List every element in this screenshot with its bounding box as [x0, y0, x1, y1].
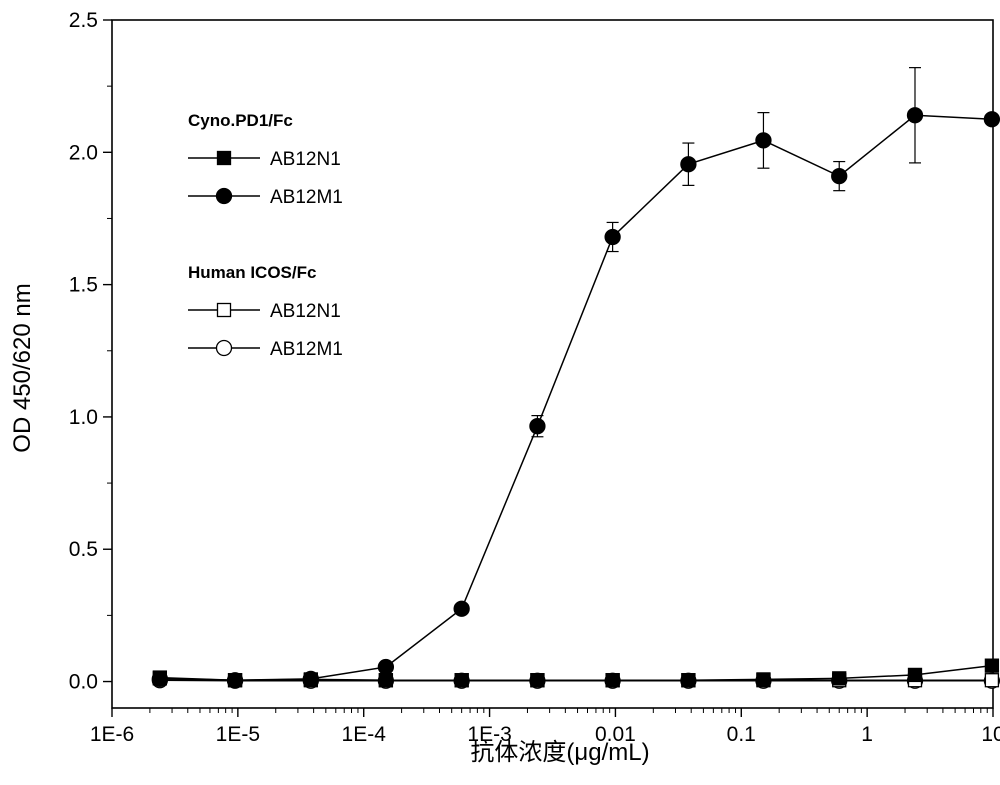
- legend-group-title: Cyno.PD1/Fc: [188, 111, 293, 130]
- data-point: [454, 601, 469, 616]
- data-point: [984, 112, 999, 127]
- legend-marker: [218, 304, 231, 317]
- legend-marker: [217, 189, 232, 204]
- data-point: [833, 672, 846, 685]
- y-tick-label: 0.5: [69, 538, 98, 561]
- legend-label: AB12M1: [270, 187, 343, 208]
- y-axis: 0.0 0.5 1.0 1.5 2.0 2.5: [69, 9, 112, 694]
- x-axis-title: 抗体浓度(μg/mL): [470, 739, 649, 766]
- data-point: [605, 229, 620, 244]
- legend-label: AB12N1: [270, 149, 341, 170]
- legend-label: AB12N1: [270, 301, 341, 322]
- legend-group-title: Human ICOS/Fc: [188, 263, 316, 282]
- data-point: [757, 673, 770, 686]
- series-0: [153, 659, 998, 687]
- data-point: [531, 674, 544, 687]
- data-point: [681, 157, 696, 172]
- data-point: [379, 674, 392, 687]
- legend-marker: [218, 152, 231, 165]
- x-tick-label: 10: [981, 723, 1000, 746]
- data-point: [303, 671, 318, 686]
- y-tick-label: 1.5: [69, 274, 98, 297]
- x-tick-label: 1E-6: [90, 723, 134, 746]
- legend-label: AB12M1: [270, 339, 343, 360]
- legend-marker: [217, 341, 232, 356]
- data-point: [985, 674, 998, 687]
- y-tick-label: 0.0: [69, 671, 98, 694]
- data-point: [682, 674, 695, 687]
- data-point: [908, 668, 921, 681]
- data-point: [985, 659, 998, 672]
- data-point: [228, 673, 243, 688]
- data-point: [907, 108, 922, 123]
- data-point: [455, 674, 468, 687]
- series-line: [160, 666, 992, 681]
- y-tick-label: 2.0: [69, 141, 98, 164]
- data-point: [606, 674, 619, 687]
- x-tick-label: 0.1: [727, 723, 756, 746]
- y-tick-label: 2.5: [69, 9, 98, 32]
- x-tick-label: 1E-4: [342, 723, 387, 746]
- x-tick-label: 1E-5: [216, 723, 260, 746]
- y-tick-label: 1.0: [69, 406, 98, 429]
- legend: Cyno.PD1/Fc AB12N1 AB12M1 Human ICOS/Fc AB12…: [188, 111, 343, 360]
- data-point: [832, 169, 847, 184]
- data-point: [756, 133, 771, 148]
- data-point: [530, 419, 545, 434]
- data-point: [152, 671, 167, 686]
- x-tick-label: 1: [861, 723, 873, 746]
- y-axis-title: OD 450/620 nm: [9, 283, 36, 452]
- data-point: [378, 659, 393, 674]
